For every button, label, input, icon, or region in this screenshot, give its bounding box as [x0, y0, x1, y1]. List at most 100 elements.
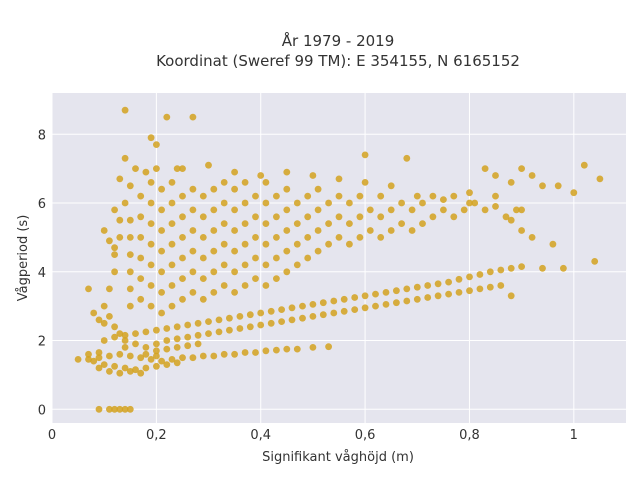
data-point: [507, 179, 515, 186]
data-point: [549, 240, 557, 248]
data-point: [309, 172, 317, 179]
data-point: [356, 192, 364, 200]
data-point: [168, 240, 176, 248]
data-point: [194, 340, 202, 348]
data-point: [137, 295, 145, 303]
y-tick-label: 0: [38, 403, 46, 418]
data-point: [403, 154, 411, 162]
data-point: [497, 266, 505, 274]
data-point: [220, 199, 228, 207]
data-point: [179, 165, 186, 173]
data-point: [252, 234, 259, 241]
data-point: [518, 263, 525, 270]
data-point: [481, 206, 489, 214]
data-point: [231, 185, 239, 193]
data-point: [445, 290, 452, 298]
data-point: [387, 182, 395, 190]
data-point: [408, 206, 416, 214]
x-tick-label: 0,6: [355, 428, 376, 443]
data-point: [210, 227, 218, 234]
data-point: [325, 240, 332, 248]
data-point: [246, 311, 254, 319]
data-point: [106, 237, 113, 245]
data-point: [372, 290, 379, 298]
data-point: [179, 275, 186, 282]
data-point: [142, 350, 150, 358]
data-point: [121, 199, 129, 207]
x-axis-ticks: 0 0,2 0,4 0,6 0,8 1: [48, 428, 578, 443]
data-point: [163, 345, 171, 353]
data-point: [126, 182, 134, 190]
x-tick-label: 0,2: [146, 428, 167, 443]
data-point: [361, 179, 369, 186]
data-point: [466, 189, 473, 197]
chart-title-line-2: Koordinat (Sweref 99 TM): E 354155, N 61…: [156, 52, 520, 70]
data-point: [335, 175, 343, 183]
data-point: [132, 366, 139, 374]
y-axis-ticks: 0 2 4 6 8: [38, 128, 46, 418]
data-point: [137, 234, 145, 241]
data-point: [356, 234, 364, 241]
data-point: [466, 287, 473, 295]
data-point: [153, 326, 160, 334]
data-point: [335, 234, 343, 241]
data-point: [121, 331, 129, 339]
data-point: [455, 275, 463, 283]
data-point: [121, 337, 129, 344]
data-point: [168, 261, 176, 269]
data-point: [231, 268, 239, 276]
data-point: [111, 405, 118, 413]
data-point: [168, 199, 176, 207]
data-point: [293, 199, 301, 207]
data-point: [111, 333, 118, 341]
data-point: [492, 172, 499, 179]
data-point: [262, 179, 270, 186]
data-point: [241, 240, 249, 248]
data-point: [142, 364, 150, 372]
data-point: [90, 309, 98, 317]
data-point: [596, 175, 604, 183]
data-point: [314, 185, 322, 193]
data-point: [147, 240, 155, 248]
data-point: [288, 316, 296, 324]
data-point: [137, 369, 145, 377]
data-point: [486, 283, 494, 291]
y-tick-label: 4: [38, 266, 46, 281]
data-point: [304, 254, 312, 262]
data-points: [74, 106, 604, 413]
y-tick-label: 8: [38, 128, 46, 143]
data-point: [100, 302, 108, 310]
data-point: [539, 182, 546, 190]
x-tick-label: 0,8: [459, 428, 480, 443]
data-point: [116, 330, 124, 337]
data-point: [231, 247, 239, 255]
data-point: [518, 165, 525, 173]
data-point: [199, 352, 207, 360]
data-point: [126, 302, 134, 310]
data-point: [539, 264, 546, 272]
data-point: [241, 261, 249, 269]
data-point: [189, 289, 197, 296]
data-point: [413, 295, 421, 303]
data-point: [580, 161, 588, 169]
data-point: [325, 199, 332, 207]
data-point: [299, 314, 306, 322]
data-point: [262, 220, 270, 228]
data-point: [106, 405, 113, 413]
data-point: [476, 271, 484, 278]
data-point: [163, 325, 171, 332]
data-point: [116, 350, 124, 358]
data-point: [304, 192, 312, 200]
data-point: [252, 254, 259, 262]
data-point: [215, 316, 223, 324]
data-point: [346, 240, 353, 248]
data-point: [481, 165, 489, 173]
data-point: [158, 357, 166, 365]
data-point: [507, 292, 515, 300]
data-point: [283, 345, 291, 353]
y-tick-label: 6: [38, 197, 46, 212]
data-point: [314, 227, 322, 234]
chart-title-line-1: År 1979 - 2019: [282, 31, 395, 50]
data-point: [168, 220, 176, 228]
data-point: [116, 369, 124, 377]
